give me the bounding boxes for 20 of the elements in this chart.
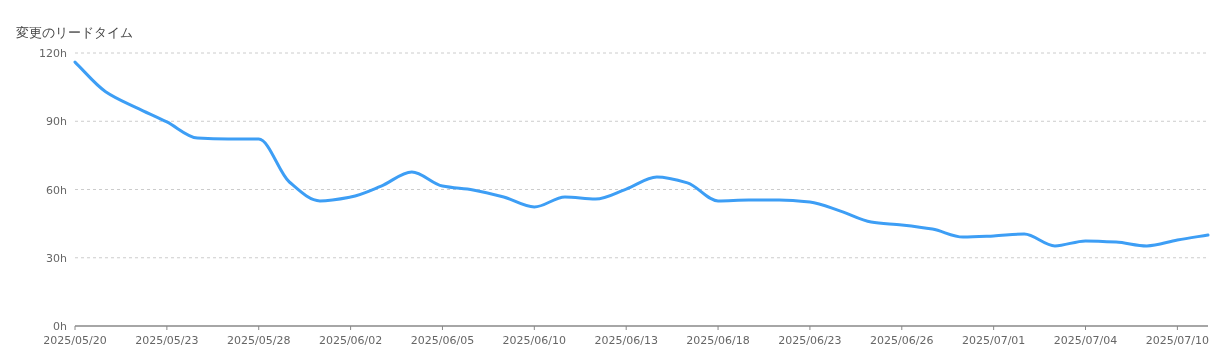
x-tick-label: 2025/06/26 [870, 334, 934, 347]
x-tick-label: 2025/05/28 [227, 334, 291, 347]
y-tick-label: 30h [46, 251, 68, 265]
x-tick-label: 2025/05/23 [135, 334, 199, 347]
x-tick-label: 2025/06/13 [594, 334, 658, 347]
x-tick-label: 2025/06/18 [686, 334, 750, 347]
x-tick-label: 2025/06/10 [502, 334, 567, 347]
x-tick-label: 2025/06/23 [778, 334, 842, 347]
x-tick-label: 2025/07/04 [1053, 334, 1118, 347]
line-series [73, 60, 1210, 248]
y-tick-label: 90h [46, 115, 68, 129]
x-tick-label: 2025/06/02 [318, 334, 383, 347]
y-tick-label: 60h [46, 183, 68, 197]
y-tick-label: 0h [53, 320, 68, 333]
y-tick-label: 120h [39, 47, 68, 60]
x-tick-label: 2025/05/20 [43, 334, 107, 347]
x-tick-label: 2025/07/01 [961, 334, 1026, 347]
y-axis-title: 変更のリードタイム [16, 25, 133, 40]
x-tick-label: 2025/06/05 [410, 334, 475, 347]
x-tick-label: 2025/07/10 [1145, 334, 1210, 347]
